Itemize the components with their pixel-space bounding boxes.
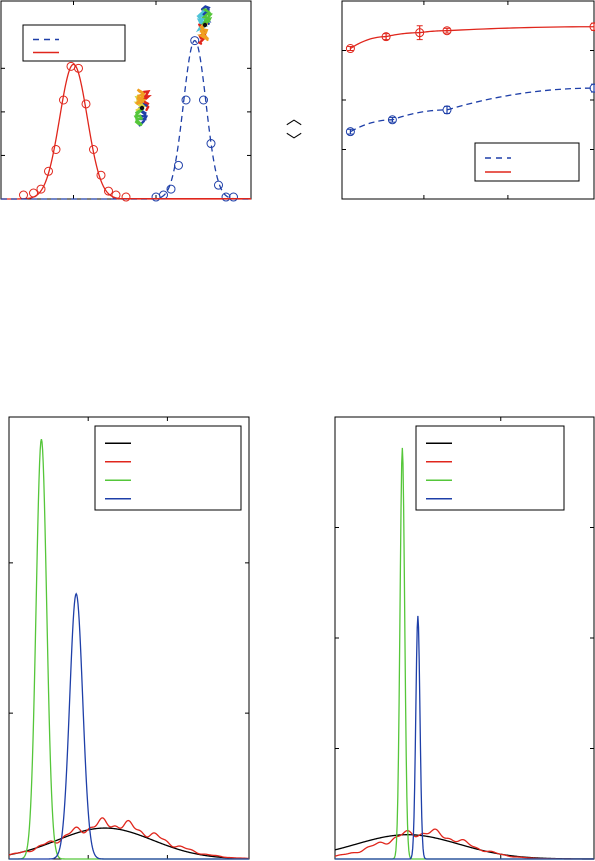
data-point-red — [19, 190, 28, 200]
bracket-up-glyph: ︿ — [286, 109, 302, 128]
data-point-red — [442, 26, 452, 36]
series-blue-line — [1, 39, 251, 200]
data-point-red — [59, 95, 68, 105]
data-point-blue — [387, 115, 397, 125]
data-point-red — [44, 166, 53, 176]
series-blue-line — [9, 592, 249, 860]
series-red-line — [334, 828, 594, 860]
data-point-blue — [206, 139, 216, 149]
data-point-blue — [229, 192, 238, 202]
conformation-strand — [201, 7, 213, 25]
panel-b-chart — [341, 0, 595, 200]
series-red-line — [1, 63, 251, 200]
data-point-red — [51, 145, 61, 154]
data-point-blue — [190, 36, 200, 46]
series-blue-line — [335, 615, 594, 860]
series-black-line — [8, 827, 250, 860]
legend-box — [94, 425, 242, 511]
legend-box — [474, 142, 580, 182]
conformation-node — [139, 105, 145, 111]
data-point-red — [36, 184, 46, 194]
panel-d-chart — [334, 416, 595, 860]
data-point-blue — [181, 95, 191, 105]
data-point-red — [121, 192, 131, 202]
data-point-red — [345, 44, 355, 54]
data-point-red — [74, 63, 83, 73]
data-point-blue — [345, 127, 355, 137]
legend-box — [22, 24, 126, 62]
data-point-red — [381, 32, 391, 42]
data-point-red — [89, 145, 98, 154]
data-point-red — [96, 170, 106, 180]
bracket-down-glyph: ﹀ — [286, 131, 302, 150]
legend-box — [415, 425, 565, 511]
data-point-blue — [221, 192, 231, 202]
data-point-red — [29, 188, 38, 198]
conformation-strand — [134, 88, 147, 105]
data-point-blue — [174, 160, 183, 170]
bracket-glyphs: ︿ ﹀ — [286, 109, 302, 150]
conformation-node — [202, 22, 208, 28]
panel-c-chart — [8, 416, 250, 860]
data-point-red — [104, 186, 113, 196]
series-blue-line — [350, 87, 595, 133]
data-point-blue — [199, 95, 208, 105]
panel-a-chart — [0, 0, 252, 202]
data-point-blue — [166, 184, 176, 194]
series-red-line — [8, 817, 250, 860]
data-point-blue — [214, 180, 223, 190]
series-black-line — [334, 834, 594, 860]
series-red-line — [350, 26, 595, 50]
data-point-red — [81, 99, 91, 109]
conformation-strand — [133, 108, 145, 127]
